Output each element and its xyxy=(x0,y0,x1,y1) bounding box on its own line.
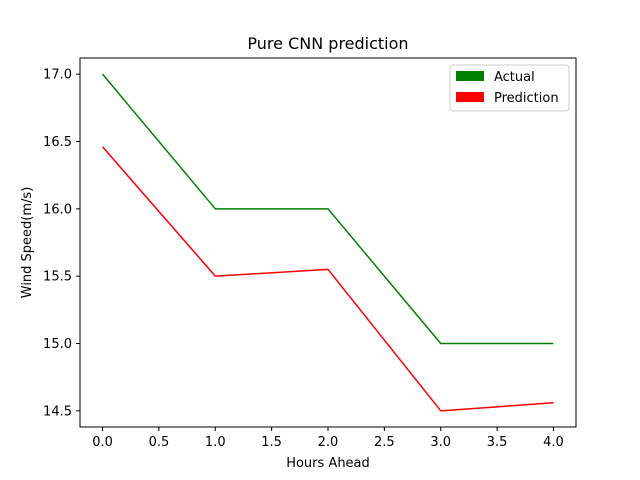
x-tick-label: 0.5 xyxy=(149,435,170,450)
chart-title: Pure CNN prediction xyxy=(247,34,408,53)
x-tick-label: 0.0 xyxy=(92,435,113,450)
y-axis-label: Wind Speed(m/s) xyxy=(20,187,35,299)
y-tick-label: 16.5 xyxy=(43,135,72,150)
y-tick-label: 17.0 xyxy=(43,68,72,83)
series-layer xyxy=(101,73,554,412)
y-tick-label: 16.0 xyxy=(43,202,72,217)
plot-area xyxy=(80,58,576,427)
x-tick-label: 1.0 xyxy=(205,435,226,450)
axes-layer: 0.0 0.5 1.0 1.5 2.0 2.5 3.0 3.5 4.0 14.5 15.0 15.5 1… xyxy=(43,57,577,450)
y-tick-label: 15.5 xyxy=(43,270,72,285)
legend-label-0: Actual xyxy=(494,70,535,85)
series-line-1 xyxy=(101,146,554,412)
legend: Actual Prediction xyxy=(449,64,570,112)
legend-swatch-1 xyxy=(456,92,484,102)
x-tick-label: 4.0 xyxy=(543,435,564,450)
x-tick-label: 1.5 xyxy=(261,435,282,450)
legend-label-1: Prediction xyxy=(494,91,559,106)
legend-swatch-0 xyxy=(456,71,484,81)
y-tick-label: 14.5 xyxy=(43,404,72,419)
x-tick-label: 2.0 xyxy=(318,435,339,450)
x-tick-label: 3.5 xyxy=(487,435,508,450)
x-tick-label: 3.0 xyxy=(430,435,451,450)
series-line-0 xyxy=(101,73,554,345)
x-axis-label: Hours Ahead xyxy=(286,456,370,471)
x-tick-label: 2.5 xyxy=(374,435,395,450)
y-tick-label: 15.0 xyxy=(43,337,72,352)
